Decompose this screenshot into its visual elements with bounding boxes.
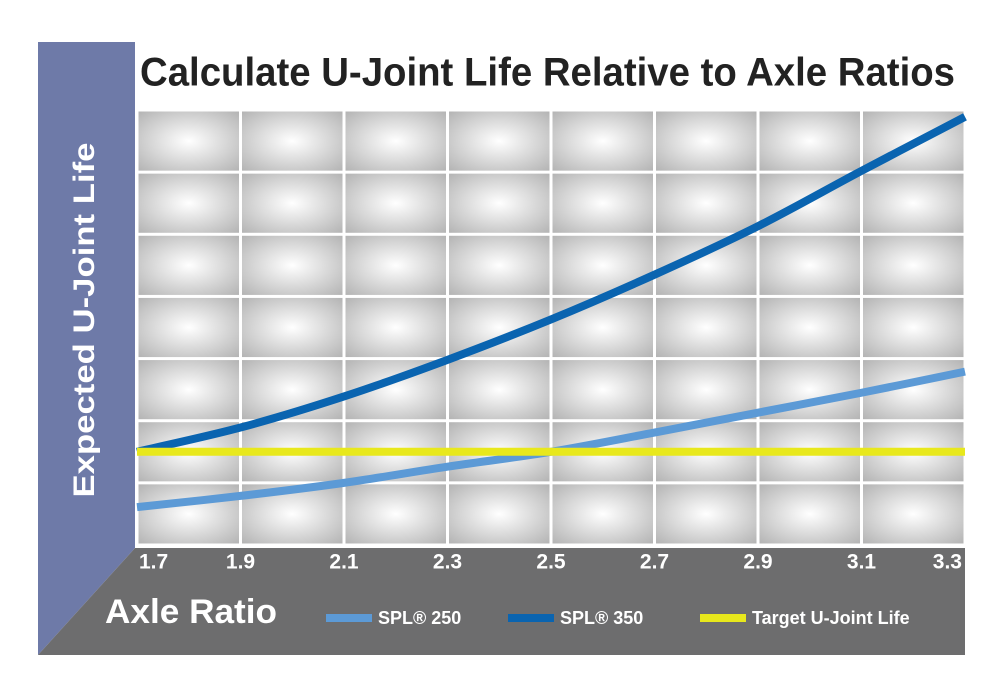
- x-tick-label: 2.3: [433, 551, 462, 574]
- tile: [138, 173, 239, 233]
- tile: [449, 484, 550, 544]
- x-tick-label: 1.9: [226, 551, 255, 574]
- tile: [345, 297, 446, 358]
- tile: [759, 111, 860, 171]
- tile: [863, 173, 964, 233]
- tile: [449, 173, 550, 233]
- tile: [552, 173, 653, 233]
- tile: [138, 484, 239, 544]
- tile: [449, 235, 550, 295]
- x-tick-label: 3.1: [847, 551, 877, 574]
- x-tick-label: 3.3: [933, 551, 962, 574]
- x-axis-label: Axle Ratio: [105, 593, 277, 631]
- tile: [656, 111, 757, 171]
- tile: [345, 484, 446, 544]
- series-line: [136, 113, 967, 456]
- tile: [656, 297, 757, 358]
- legend-label: Target U-Joint Life: [752, 608, 910, 628]
- x-tick-label: 2.9: [743, 551, 772, 574]
- tile: [552, 111, 653, 171]
- tile: [552, 360, 653, 420]
- tile: [138, 297, 239, 358]
- chart-title: Calculate U-Joint Life Relative to Axle …: [140, 51, 955, 95]
- tile: [345, 235, 446, 295]
- tile: [138, 111, 239, 171]
- tile: [242, 235, 343, 295]
- tile: [863, 297, 964, 358]
- x-tick-label: 2.7: [640, 551, 669, 574]
- x-panel: [38, 548, 965, 655]
- tile: [759, 235, 860, 295]
- tile: [656, 360, 757, 420]
- tile: [552, 297, 653, 358]
- tile: [138, 235, 239, 295]
- y-axis-label: Expected U-Joint Life: [68, 143, 101, 498]
- tile: [242, 173, 343, 233]
- tile: [242, 111, 343, 171]
- tile: [656, 484, 757, 544]
- legend-label: SPL® 350: [560, 608, 643, 628]
- tile: [138, 360, 239, 420]
- x-tick-label: 2.1: [329, 551, 359, 574]
- x-tick-label: 1.7: [139, 551, 168, 574]
- tile: [449, 360, 550, 420]
- tile: [759, 297, 860, 358]
- tile: [345, 111, 446, 171]
- tile: [552, 484, 653, 544]
- legend-label: SPL® 250: [378, 608, 461, 628]
- tile: [242, 297, 343, 358]
- tile: [656, 173, 757, 233]
- x-tick-label: 2.5: [536, 551, 566, 574]
- tile: [863, 235, 964, 295]
- tile: [345, 173, 446, 233]
- y-panel: [38, 42, 135, 655]
- tile: [759, 484, 860, 544]
- tile: [449, 111, 550, 171]
- tile: [863, 484, 964, 544]
